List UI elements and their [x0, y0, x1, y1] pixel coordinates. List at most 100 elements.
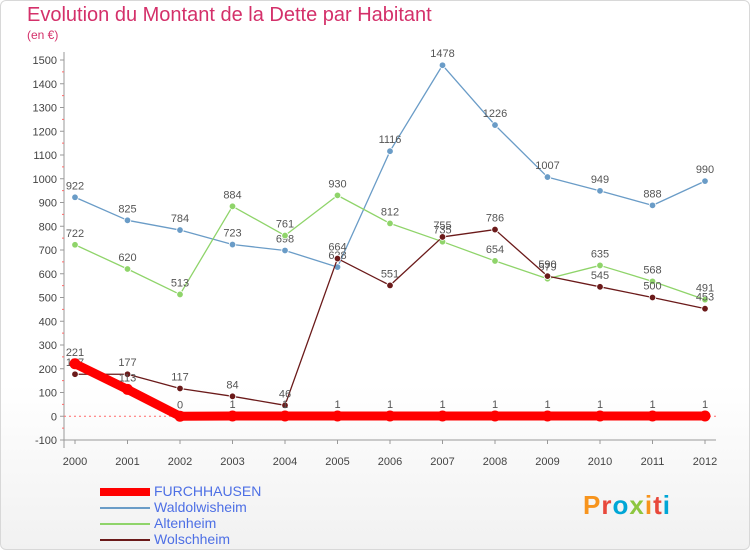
data-point — [438, 61, 447, 69]
data-label: 723 — [223, 228, 241, 240]
y-tick-label: 400 — [39, 316, 57, 328]
data-label: 579 — [538, 262, 556, 274]
data-label: 654 — [486, 244, 504, 256]
data-point — [227, 410, 238, 422]
y-tick-label: 500 — [39, 293, 57, 305]
y-tick-label: 200 — [39, 364, 57, 376]
y-tick-label: 100 — [39, 388, 57, 400]
x-tick-label: 2007 — [430, 456, 454, 468]
proxiti-logo: Proxiti — [583, 490, 671, 521]
data-label: 620 — [118, 252, 136, 264]
data-label: 1 — [649, 399, 655, 411]
data-point — [176, 290, 184, 299]
data-label: 113 — [119, 372, 137, 384]
data-point — [384, 410, 396, 422]
x-tick-label: 2005 — [325, 456, 349, 468]
data-point — [332, 410, 343, 422]
logo-letter: o — [612, 490, 630, 520]
data-point — [701, 304, 709, 313]
data-label: 761 — [276, 219, 294, 231]
data-point — [333, 191, 342, 200]
x-tick-label: 2004 — [273, 456, 297, 468]
data-point — [386, 219, 394, 228]
x-tick-label: 2010 — [588, 456, 612, 468]
chart-subtitle: (en €) — [27, 28, 59, 42]
data-point — [701, 295, 709, 304]
data-label: 117 — [171, 371, 189, 383]
data-point — [491, 225, 499, 234]
y-tick-label: 1200 — [33, 126, 57, 138]
series-line-wolschheim — [74, 228, 706, 406]
data-label: 1 — [387, 399, 393, 411]
data-label: 177 — [118, 357, 136, 369]
legend-swatch — [100, 539, 150, 541]
logo-letter: x — [629, 490, 645, 520]
data-point — [648, 293, 657, 302]
legend-label: FURCHHAUSEN — [154, 483, 262, 499]
data-point — [648, 201, 657, 210]
data-label: 513 — [171, 277, 189, 289]
data-point — [542, 410, 553, 422]
logo-letter: t — [653, 490, 663, 520]
data-point — [174, 410, 186, 422]
y-tick-label: 0 — [51, 411, 57, 423]
data-point — [438, 233, 447, 241]
data-point — [123, 265, 132, 273]
data-label: 888 — [643, 188, 661, 200]
data-label: 84 — [226, 379, 238, 391]
x-tick-label: 2006 — [378, 456, 402, 468]
data-point — [281, 401, 289, 410]
data-point — [176, 226, 184, 234]
x-tick-label: 2008 — [483, 456, 507, 468]
data-label: 722 — [66, 228, 84, 240]
legend-label: Wolschheim — [154, 531, 230, 547]
data-label: 500 — [643, 281, 661, 293]
data-label: 786 — [486, 213, 504, 225]
legend-swatch — [100, 488, 150, 496]
data-point — [543, 272, 552, 280]
data-label: 491 — [696, 283, 714, 295]
data-label: 1478 — [430, 48, 454, 60]
y-tick-label: -100 — [35, 435, 57, 447]
data-point — [386, 281, 394, 290]
data-label: 755 — [433, 220, 451, 232]
data-point — [69, 358, 81, 370]
data-point — [281, 246, 289, 255]
logo-letter: r — [601, 490, 613, 520]
data-point — [491, 257, 499, 265]
data-point — [489, 410, 501, 422]
data-point — [228, 392, 237, 400]
data-label: 453 — [696, 292, 714, 304]
y-tick-label: 900 — [39, 198, 57, 210]
x-tick-label: 2000 — [63, 456, 87, 468]
data-label: 1 — [544, 399, 550, 411]
data-point — [281, 231, 289, 240]
chart-title: Evolution du Montant de la Dette par Hab… — [27, 4, 432, 26]
series-line-waldolwisheim — [74, 64, 706, 268]
data-label: 1226 — [483, 108, 507, 120]
data-label: 922 — [66, 180, 84, 192]
data-point — [491, 121, 499, 129]
data-label: 1007 — [535, 160, 559, 172]
data-point — [596, 261, 604, 270]
data-point — [71, 193, 79, 201]
x-tick-label: 2001 — [115, 456, 139, 468]
data-label: 1116 — [379, 134, 402, 146]
data-point — [123, 370, 132, 378]
data-label: 46 — [279, 388, 291, 400]
data-label: 1 — [229, 399, 235, 411]
data-label: 664 — [328, 242, 346, 254]
legend-swatch — [100, 507, 150, 509]
data-point — [123, 216, 132, 225]
data-label: 0 — [177, 399, 183, 411]
x-tick-label: 2002 — [168, 456, 192, 468]
data-point — [594, 410, 606, 422]
data-label: 825 — [118, 203, 136, 215]
data-point — [647, 410, 658, 422]
logo-letter: i — [662, 490, 671, 520]
data-point — [176, 384, 184, 393]
data-label: 1 — [439, 399, 445, 411]
x-tick-label: 2003 — [220, 456, 244, 468]
data-point — [386, 147, 394, 155]
